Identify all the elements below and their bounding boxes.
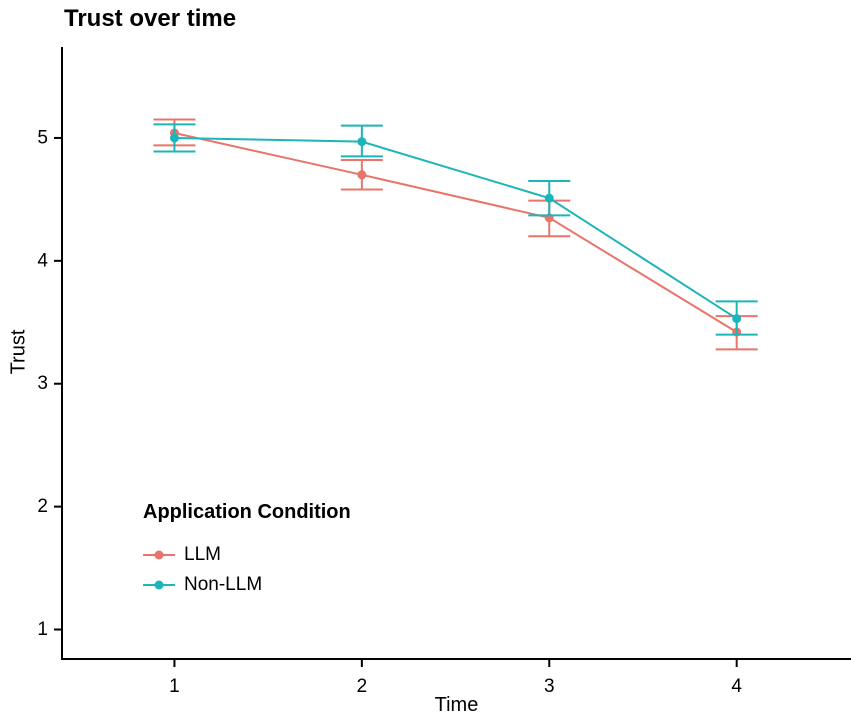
y-tick-label: 2 (37, 496, 48, 517)
x-tick-label: 4 (731, 676, 742, 697)
chart-title: Trust over time (64, 5, 237, 32)
y-axis-title: Trust (7, 329, 30, 375)
trend-line (174, 136, 738, 320)
data-point (732, 314, 742, 324)
data-point (169, 133, 179, 143)
series-non-llm (153, 123, 758, 336)
axes (61, 47, 851, 660)
x-tick-label: 2 (357, 676, 368, 697)
data-point (357, 170, 367, 180)
x-tick-label: 1 (169, 676, 180, 697)
x-tick-label: 3 (544, 676, 555, 697)
legend-item-label: LLM (184, 544, 221, 565)
y-tick-label: 5 (37, 127, 48, 148)
legend-title: Application Condition (143, 501, 351, 523)
y-axis-ticks: 1 2 3 4 5 (37, 127, 62, 640)
y-tick-label: 3 (37, 373, 48, 394)
y-tick-label: 4 (37, 250, 48, 271)
non-llm-series-key-icon (143, 577, 175, 593)
series-llm (153, 118, 758, 351)
trend-line (174, 132, 738, 333)
y-tick-label: 1 (37, 619, 48, 640)
llm-series-key-icon (143, 547, 175, 563)
data-point (357, 137, 367, 147)
legend-item-label: Non-LLM (184, 574, 263, 595)
legend: Application Condition LLM Non-LLM (143, 501, 351, 600)
legend-item-non-llm: Non-LLM (143, 570, 351, 600)
data-point (544, 193, 554, 203)
legend-item-llm: LLM (143, 540, 351, 570)
x-axis-ticks: 1 2 3 4 (169, 659, 742, 697)
x-axis-title: Time (434, 694, 479, 716)
